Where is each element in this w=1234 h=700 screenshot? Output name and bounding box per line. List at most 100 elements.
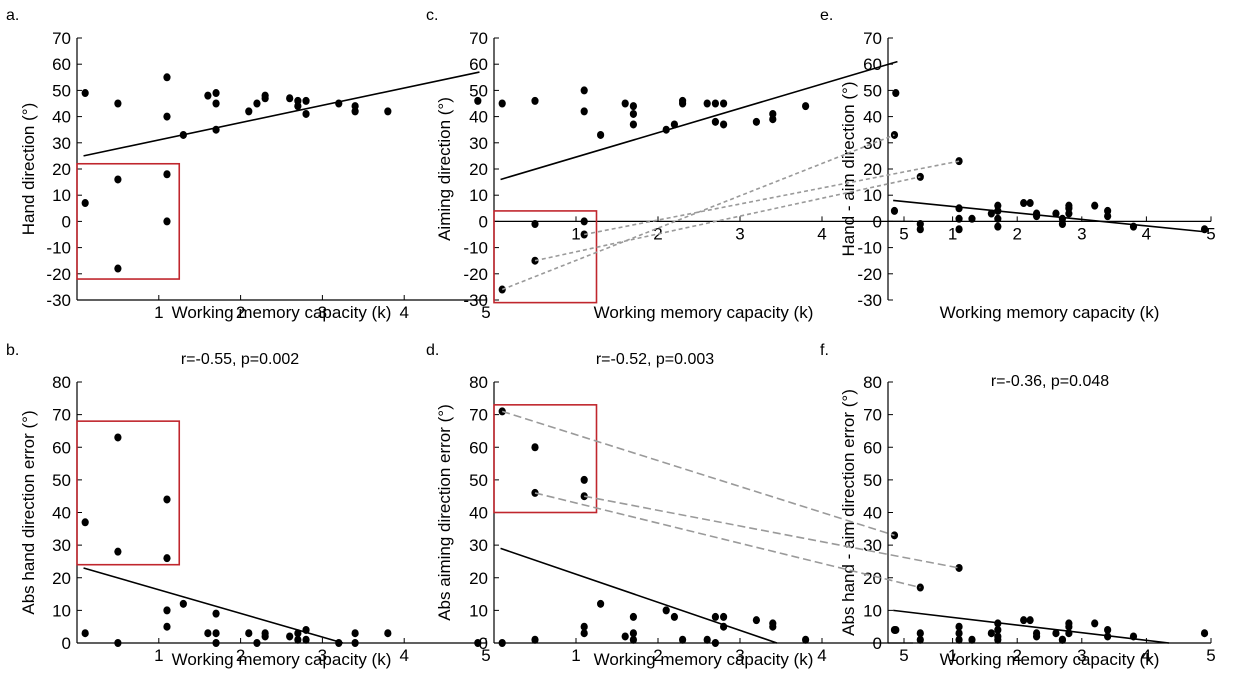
- y-tick-label: 0: [479, 634, 488, 653]
- data-point: [580, 107, 588, 116]
- data-point: [916, 172, 924, 181]
- data-point: [1129, 222, 1138, 231]
- x-tick-label: 3: [1077, 224, 1086, 243]
- y-tick-label: 40: [469, 108, 488, 127]
- panel-label: c.: [426, 7, 438, 24]
- x-tick-label: 2: [1012, 224, 1021, 243]
- data-point: [531, 220, 539, 229]
- data-point: [892, 89, 900, 98]
- y-tick-label: -30: [463, 291, 488, 310]
- x-tick-label: 5: [899, 224, 908, 243]
- data-point: [679, 99, 687, 108]
- data-point: [335, 639, 343, 647]
- data-point: [302, 635, 310, 644]
- data-point: [679, 635, 687, 644]
- data-point: [994, 214, 1002, 223]
- y-tick-label: 30: [469, 134, 488, 153]
- y-tick-label: -30: [857, 291, 882, 310]
- y-tick-label: 50: [469, 471, 488, 490]
- data-point: [629, 635, 638, 644]
- data-point: [580, 86, 588, 95]
- data-point: [114, 175, 122, 184]
- y-tick-label: 30: [863, 134, 882, 153]
- x-tick-label: 1: [571, 646, 580, 665]
- y-tick-label: 10: [52, 186, 71, 205]
- data-point: [1104, 212, 1112, 221]
- data-point: [711, 99, 720, 108]
- y-tick-label: 20: [469, 569, 488, 588]
- y-axis-label: Abs aiming direction error (°): [435, 404, 454, 621]
- y-tick-label: 60: [469, 438, 488, 457]
- data-point: [1065, 629, 1073, 638]
- x-axis-label: Working memory capacity (k): [172, 303, 392, 322]
- fit-line: [83, 71, 480, 157]
- data-point: [752, 117, 761, 126]
- data-point: [1065, 201, 1073, 210]
- y-tick-label: -20: [46, 265, 71, 284]
- y-tick-label: 30: [52, 134, 71, 153]
- y-tick-label: -30: [46, 291, 71, 310]
- y-tick-label: 0: [62, 634, 71, 653]
- data-point: [580, 217, 588, 226]
- panel-label: f.: [820, 342, 829, 359]
- panel-b: b. 0 10 20 30 40 50 60 70 80 1 2 3 4 5 Working memory c…: [6, 342, 491, 669]
- data-point: [769, 622, 777, 631]
- data-point: [245, 629, 253, 638]
- data-point: [621, 99, 629, 108]
- x-tick-label: 5: [481, 646, 490, 665]
- data-point: [261, 632, 269, 641]
- fit-line: [500, 547, 778, 644]
- data-point: [245, 107, 253, 116]
- y-tick-label: 0: [873, 634, 882, 653]
- data-point: [1052, 209, 1060, 218]
- guide-line: [501, 410, 895, 537]
- data-point: [294, 629, 302, 638]
- data-point: [351, 639, 359, 647]
- data-point: [531, 635, 539, 644]
- y-tick-label: 70: [863, 406, 882, 425]
- data-point: [1032, 212, 1041, 221]
- data-point: [720, 99, 728, 108]
- x-tick-label: 2: [236, 303, 245, 322]
- x-axis-label: Working memory capacity (k): [940, 650, 1160, 669]
- y-tick-label: 60: [52, 438, 71, 457]
- data-point: [580, 475, 588, 484]
- data-point: [212, 629, 220, 638]
- y-tick-label: 10: [469, 186, 488, 205]
- data-point: [81, 199, 89, 208]
- y-tick-label: -20: [463, 265, 488, 284]
- y-tick-label: 80: [863, 373, 882, 392]
- data-point: [286, 94, 294, 103]
- data-point: [955, 563, 963, 572]
- panel-e: e. -30 -20 -10 0 10 20 30 40 50 60 70 1 2 3 4 5 Working m…: [820, 7, 1216, 322]
- data-point: [1200, 629, 1209, 638]
- data-point: [580, 622, 588, 631]
- guide-line: [501, 134, 895, 291]
- y-tick-label: 70: [52, 406, 71, 425]
- data-point: [474, 639, 482, 647]
- data-point: [987, 209, 995, 218]
- panel-label: e.: [820, 7, 833, 24]
- x-tick-label: 3: [735, 646, 744, 665]
- guide-line: [584, 495, 960, 569]
- highlight-box: [493, 404, 598, 514]
- data-point: [629, 120, 638, 129]
- x-tick-label: 2: [653, 224, 662, 243]
- data-point: [890, 625, 899, 634]
- x-tick-label: 4: [399, 303, 408, 322]
- data-point: [662, 125, 670, 134]
- data-point: [720, 622, 728, 631]
- data-point: [81, 629, 89, 638]
- y-tick-label: 50: [863, 471, 882, 490]
- data-point: [662, 606, 670, 615]
- data-point: [769, 109, 777, 118]
- fit-line: [893, 609, 1170, 644]
- x-tick-label: 5: [1206, 224, 1215, 243]
- data-point: [179, 599, 187, 608]
- data-point: [955, 629, 963, 638]
- y-tick-label: -10: [463, 239, 488, 258]
- data-point: [212, 89, 220, 98]
